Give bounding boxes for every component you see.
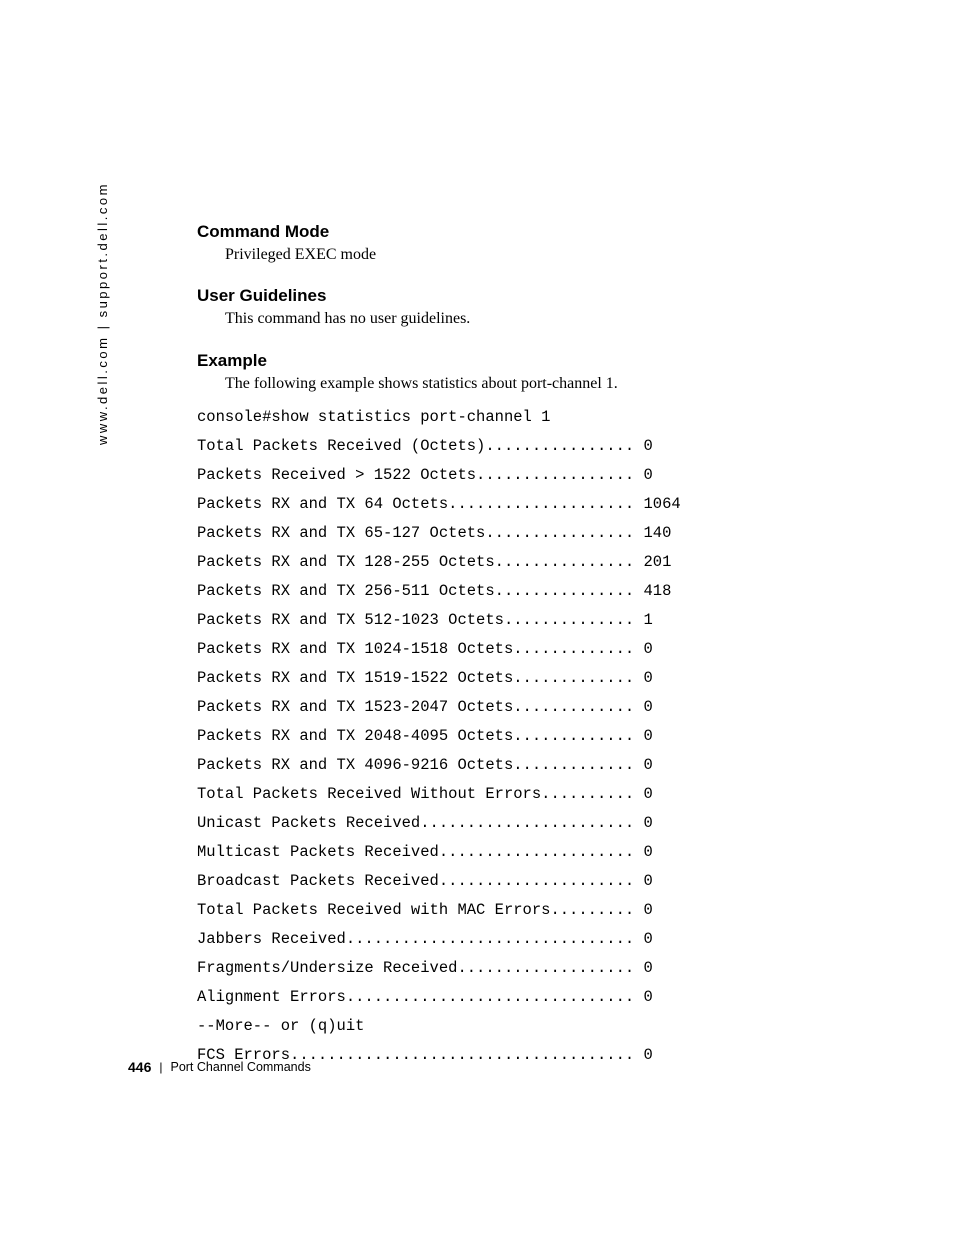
footer-title: Port Channel Commands [170,1060,310,1074]
example-body: The following example shows statistics a… [225,373,877,395]
command-mode-body: Privileged EXEC mode [225,244,877,266]
page-number: 446 [128,1059,151,1075]
user-guidelines-body: This command has no user guidelines. [225,308,877,330]
main-content: Command Mode Privileged EXEC mode User G… [197,222,877,1070]
example-heading: Example [197,351,877,371]
console-output: console#show statistics port-channel 1 T… [197,403,877,1070]
sidebar-url: www.dell.com | support.dell.com [95,182,110,445]
user-guidelines-heading: User Guidelines [197,286,877,306]
footer-divider: | [159,1060,162,1074]
command-mode-heading: Command Mode [197,222,877,242]
page-footer: 446 | Port Channel Commands [128,1059,311,1075]
